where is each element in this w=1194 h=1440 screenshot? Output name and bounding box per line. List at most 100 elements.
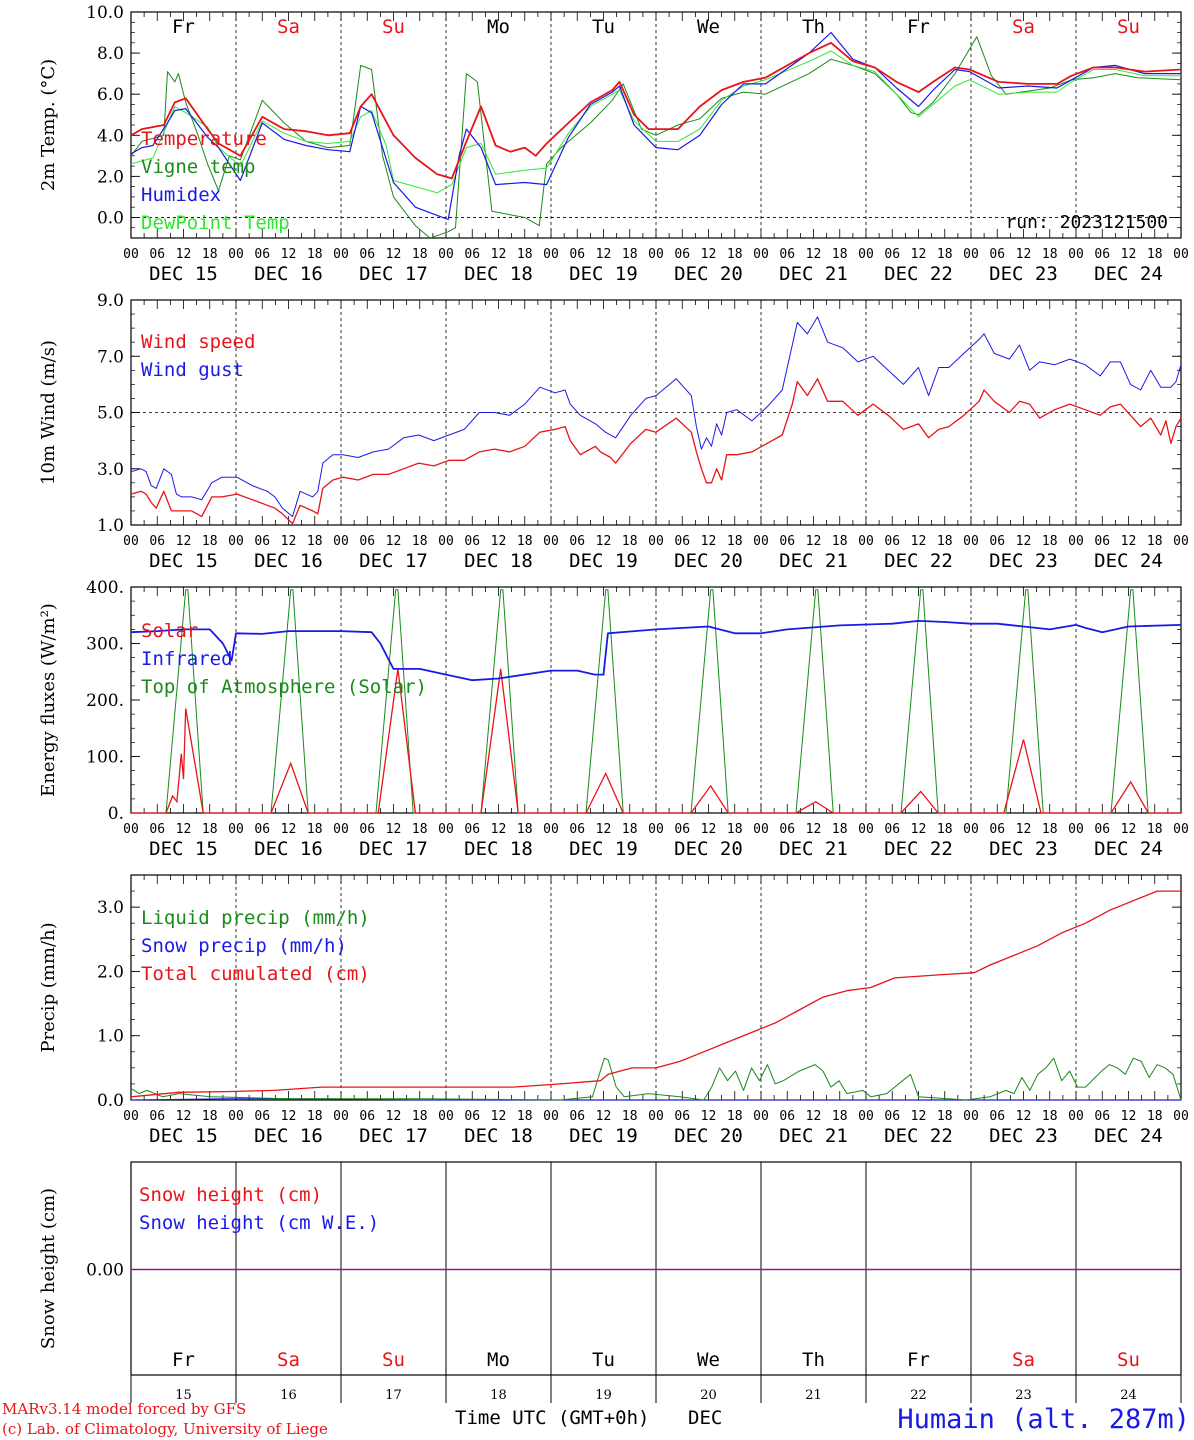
legend-entry: Humidex [141, 184, 221, 206]
station-name: Humain (alt. 287m) [897, 1404, 1190, 1435]
legend-entry: Top of Atmosphere (Solar) [141, 676, 427, 698]
date-label: DEC 19 [569, 263, 638, 285]
hour-label: 18 [307, 1109, 323, 1124]
hour-label: 00 [963, 534, 979, 549]
hour-label: 18 [412, 1109, 428, 1124]
panel-3: 400. 300. 200. 100. 0. Energy fluxes (W/m²) So… [38, 578, 1189, 860]
hour-label: 06 [884, 247, 900, 262]
y-tick-label: 6.0 [97, 85, 124, 105]
hour-label: 00 [963, 247, 979, 262]
hour-label: 12 [911, 822, 927, 837]
hour-label: 06 [1094, 247, 1110, 262]
hour-label: 12 [701, 822, 717, 837]
panel-2: 9.0 7.0 5.0 3.0 1.0 10m Wind (m/s) Wind speed W… [38, 291, 1189, 572]
y-tick-label: 3.0 [97, 898, 124, 918]
hour-label: 12 [596, 534, 612, 549]
hour-label: 12 [1121, 247, 1137, 262]
series-solar [131, 668, 1181, 814]
date-label: DEC 24 [1094, 838, 1163, 860]
hour-label: 06 [149, 247, 165, 262]
hour-label: 12 [701, 1109, 717, 1124]
hour-label: 00 [1173, 822, 1189, 837]
date-number: 15 [175, 1388, 192, 1403]
hour-label: 12 [1016, 534, 1032, 549]
date-label: DEC 15 [149, 263, 218, 285]
hour-label: 12 [596, 247, 612, 262]
y-axis-label: Snow height (cm) [38, 1188, 59, 1349]
hour-label: 12 [701, 534, 717, 549]
hour-label: 00 [858, 1109, 874, 1124]
date-label: DEC 24 [1094, 263, 1163, 285]
hour-label: 00 [963, 1109, 979, 1124]
hour-label: 00 [543, 822, 559, 837]
hour-label: 06 [1094, 1109, 1110, 1124]
date-number: 22 [910, 1388, 927, 1403]
hour-label: 00 [1068, 1109, 1084, 1124]
hour-label: 06 [989, 247, 1005, 262]
legend-entry: Snow precip (mm/h) [141, 935, 347, 957]
date-number: 20 [700, 1388, 717, 1403]
hour-label: 18 [622, 1109, 638, 1124]
y-tick-label: 3.0 [97, 460, 124, 480]
y-tick-label: 1.0 [97, 1027, 124, 1047]
legend-entry: Snow height (cm W.E.) [139, 1212, 379, 1234]
hour-label: 18 [622, 534, 638, 549]
date-number: 24 [1120, 1388, 1137, 1403]
hour-label: 00 [1068, 247, 1084, 262]
hour-label: 06 [989, 822, 1005, 837]
hour-label: 00 [1068, 822, 1084, 837]
day-name: Su [1117, 16, 1140, 38]
hour-label: 06 [569, 1109, 585, 1124]
hour-label: 18 [1147, 247, 1163, 262]
date-label: DEC 23 [989, 550, 1058, 572]
series-humidex [131, 31, 1181, 221]
hour-label: 18 [517, 247, 533, 262]
hour-label: 18 [517, 534, 533, 549]
hour-label: 00 [858, 822, 874, 837]
hour-label: 00 [858, 247, 874, 262]
hour-label: 18 [202, 822, 218, 837]
hour-label: 18 [307, 534, 323, 549]
date-label: DEC 20 [674, 550, 743, 572]
date-label: DEC 15 [149, 838, 218, 860]
date-label: DEC 17 [359, 550, 428, 572]
date-label: DEC 24 [1094, 1125, 1163, 1147]
hour-label: 12 [386, 534, 402, 549]
day-name: Fr [907, 16, 930, 38]
hour-label: 00 [438, 247, 454, 262]
date-label: DEC 23 [989, 838, 1058, 860]
date-label: DEC 22 [884, 838, 953, 860]
hour-label: 00 [753, 247, 769, 262]
hour-label: 06 [1094, 534, 1110, 549]
y-tick-label: 100. [86, 748, 124, 768]
hour-label: 00 [228, 822, 244, 837]
hour-label: 18 [937, 534, 953, 549]
hour-label: 12 [491, 1109, 507, 1124]
hour-label: 12 [1016, 822, 1032, 837]
hour-label: 00 [543, 247, 559, 262]
hour-label: 18 [937, 247, 953, 262]
hour-label: 06 [359, 1109, 375, 1124]
hour-label: 00 [333, 1109, 349, 1124]
y-tick-label: 300. [86, 635, 124, 655]
hour-label: 06 [779, 822, 795, 837]
hour-label: 12 [386, 247, 402, 262]
date-label: DEC 16 [254, 263, 323, 285]
hour-label: 12 [806, 247, 822, 262]
hour-label: 18 [202, 534, 218, 549]
hour-label: 00 [648, 247, 664, 262]
hour-label: 12 [911, 1109, 927, 1124]
date-label: DEC 21 [779, 550, 848, 572]
day-name: Fr [172, 16, 195, 38]
panel-1: 10.0 8.0 6.0 4.0 2.0 0.0 2m Temp. (°C) Fr Sa Su Mo… [38, 3, 1189, 285]
date-label: DEC 19 [569, 838, 638, 860]
date-number: 21 [805, 1388, 822, 1403]
hour-label: 06 [884, 1109, 900, 1124]
hour-label: 18 [412, 247, 428, 262]
hour-label: 18 [832, 247, 848, 262]
date-label: DEC 18 [464, 550, 533, 572]
hour-label: 18 [412, 534, 428, 549]
hour-label: 12 [701, 247, 717, 262]
hour-label: 12 [281, 534, 297, 549]
hour-label: 00 [858, 534, 874, 549]
